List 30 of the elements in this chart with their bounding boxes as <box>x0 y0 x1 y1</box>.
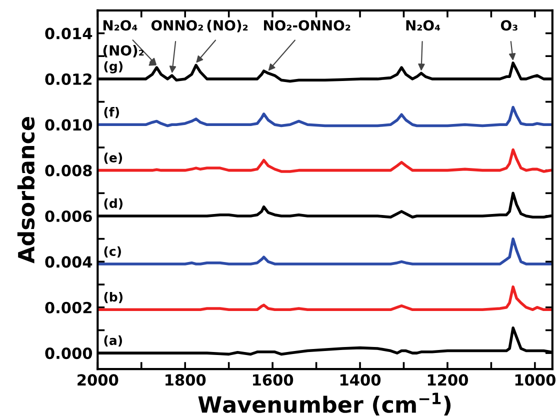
annotation: ONNO₂ <box>151 20 203 31</box>
annotation: (e) <box>104 152 122 164</box>
annotation: NO₂-ONNO₂ <box>264 20 350 31</box>
y-tick-label: 0.004 <box>45 256 92 268</box>
annotation: (g) <box>104 61 123 74</box>
y-tick-label: 0.010 <box>45 119 92 131</box>
y-tick-label: 0.014 <box>45 28 92 40</box>
annotation: (c) <box>104 246 121 258</box>
annotation: (a) <box>104 335 122 347</box>
x-tick-label: 1600 <box>253 374 294 386</box>
y-tick-label: 0.000 <box>45 348 92 360</box>
y-tick-label: 0.006 <box>45 210 92 222</box>
x-tick-label: 1000 <box>515 374 556 386</box>
y-tick-label: 0.008 <box>45 164 92 176</box>
y-tick-label: 0.012 <box>45 73 92 85</box>
annotation: N₂O₄ <box>406 20 440 31</box>
annotation: N₂O₄ <box>103 20 138 31</box>
annotation: (b) <box>104 292 123 304</box>
x-axis-title: Wavenumber (cm$^{−1}$) <box>198 392 451 416</box>
annotation: (f) <box>104 106 119 118</box>
annotation: (NO)₂ <box>207 20 248 32</box>
x-tick-label: 2000 <box>78 374 118 386</box>
y-tick-label: 0.002 <box>45 302 92 314</box>
annotation: O₃ <box>500 20 518 31</box>
x-tick-label: 1400 <box>340 374 381 386</box>
x-tick-label: 1200 <box>428 374 468 386</box>
annotation: (NO)₂ <box>103 44 144 58</box>
annotation: (d) <box>104 198 123 210</box>
x-tick-label: 1800 <box>166 374 206 386</box>
y-axis-title: Adsorbance <box>17 117 35 264</box>
